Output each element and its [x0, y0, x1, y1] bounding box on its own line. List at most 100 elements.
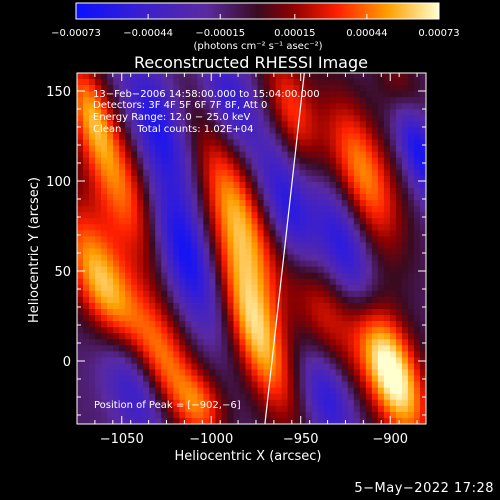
heatmap-cell [263, 224, 271, 231]
heatmap-cell [185, 399, 192, 407]
heatmap-cell [317, 181, 325, 189]
heatmap-cell [173, 260, 180, 268]
heatmap-cell [143, 151, 150, 159]
heatmap-cell [221, 375, 229, 383]
heatmap-cell [353, 417, 361, 424]
heatmap-cell [107, 357, 114, 365]
heatmap-cell [143, 260, 150, 268]
heatmap-cell [203, 327, 210, 334]
heatmap-cell [215, 181, 223, 189]
heatmap-cell [335, 224, 343, 231]
heatmap-cell [203, 194, 210, 201]
heatmap-cell [209, 121, 216, 129]
heatmap-cell [359, 133, 367, 141]
heatmap-cell [191, 206, 198, 213]
heatmap-cell [383, 103, 391, 110]
heatmap-cell [407, 309, 415, 316]
heatmap-cell [323, 296, 331, 304]
heatmap-cell [281, 381, 289, 389]
heatmap-cell [371, 284, 379, 292]
heatmap-cell [377, 248, 385, 256]
heatmap-cell [377, 163, 385, 171]
heatmap-cell [401, 266, 409, 274]
heatmap-cell [407, 103, 415, 110]
heatmap-cell [167, 103, 174, 110]
heatmap-cell [347, 327, 355, 334]
heatmap-cell [251, 411, 259, 419]
heatmap-cell [407, 363, 415, 371]
heatmap-cell [359, 284, 367, 292]
heatmap-cell [281, 218, 289, 225]
heatmap-cell [119, 309, 126, 316]
heatmap-cell [233, 393, 241, 401]
heatmap-cell [281, 91, 289, 98]
heatmap-cell [317, 97, 325, 104]
heatmap-cell [125, 278, 132, 286]
heatmap-cell [365, 393, 373, 401]
heatmap-cell [101, 266, 108, 274]
heatmap-cell [359, 175, 367, 183]
heatmap-cell [179, 333, 186, 340]
heatmap-cell [95, 284, 102, 292]
heatmap-cell [215, 369, 223, 377]
heatmap-cell [245, 302, 253, 310]
heatmap-cell [299, 405, 307, 413]
heatmap-cell [383, 254, 391, 262]
heatmap-cell [299, 296, 307, 304]
heatmap-cell [233, 345, 241, 352]
heatmap-cell [239, 339, 247, 346]
heatmap-cell [263, 333, 271, 340]
heatmap-cell [293, 218, 301, 225]
heatmap-cell [269, 290, 277, 298]
heatmap-cell [263, 375, 271, 383]
heatmap-cell [287, 296, 295, 304]
heatmap-cell [395, 363, 403, 371]
heatmap-cell [377, 91, 385, 98]
heatmap-cell [329, 133, 337, 141]
heatmap-cell [305, 236, 313, 244]
heatmap-cell [389, 381, 397, 389]
heatmap-cell [83, 381, 90, 389]
heatmap-cell [215, 345, 223, 352]
heatmap-cell [95, 327, 102, 334]
heatmap-cell [95, 230, 102, 237]
heatmap-cell [341, 218, 349, 225]
heatmap-cell [383, 133, 391, 141]
heatmap-cell [335, 133, 343, 141]
heatmap-cell [311, 163, 319, 171]
heatmap-cell [329, 309, 337, 316]
heatmap-cell [299, 212, 307, 219]
heatmap-cell [167, 417, 174, 424]
heatmap-cell [341, 369, 349, 377]
heatmap-cell [359, 302, 367, 310]
heatmap-cell [251, 327, 259, 334]
heatmap-cell [107, 194, 114, 201]
heatmap-cell [185, 151, 192, 159]
heatmap-cell [173, 405, 180, 413]
heatmap-cell [383, 333, 391, 340]
heatmap-cell [125, 321, 132, 328]
heatmap-cell [341, 375, 349, 383]
heatmap-cell [269, 381, 277, 389]
heatmap-cell [341, 284, 349, 292]
heatmap-cell [95, 381, 102, 389]
heatmap-cell [329, 224, 337, 231]
heatmap-cell [383, 212, 391, 219]
heatmap-cell [383, 175, 391, 183]
heatmap-cell [251, 309, 259, 316]
heatmap-cell [185, 103, 192, 110]
heatmap-cell [101, 157, 108, 165]
heatmap-cell [131, 260, 138, 268]
heatmap-cell [101, 242, 108, 250]
heatmap-cell [143, 315, 150, 322]
heatmap-cell [323, 115, 331, 123]
heatmap-cell [365, 73, 373, 80]
heatmap-cell [365, 387, 373, 395]
heatmap-cell [413, 121, 421, 129]
heatmap-cell [395, 145, 403, 153]
heatmap-cell [221, 393, 229, 401]
heatmap-cell [395, 151, 403, 159]
heatmap-cell [257, 290, 265, 298]
heatmap-cell [305, 115, 313, 123]
heatmap-cell [287, 272, 295, 280]
